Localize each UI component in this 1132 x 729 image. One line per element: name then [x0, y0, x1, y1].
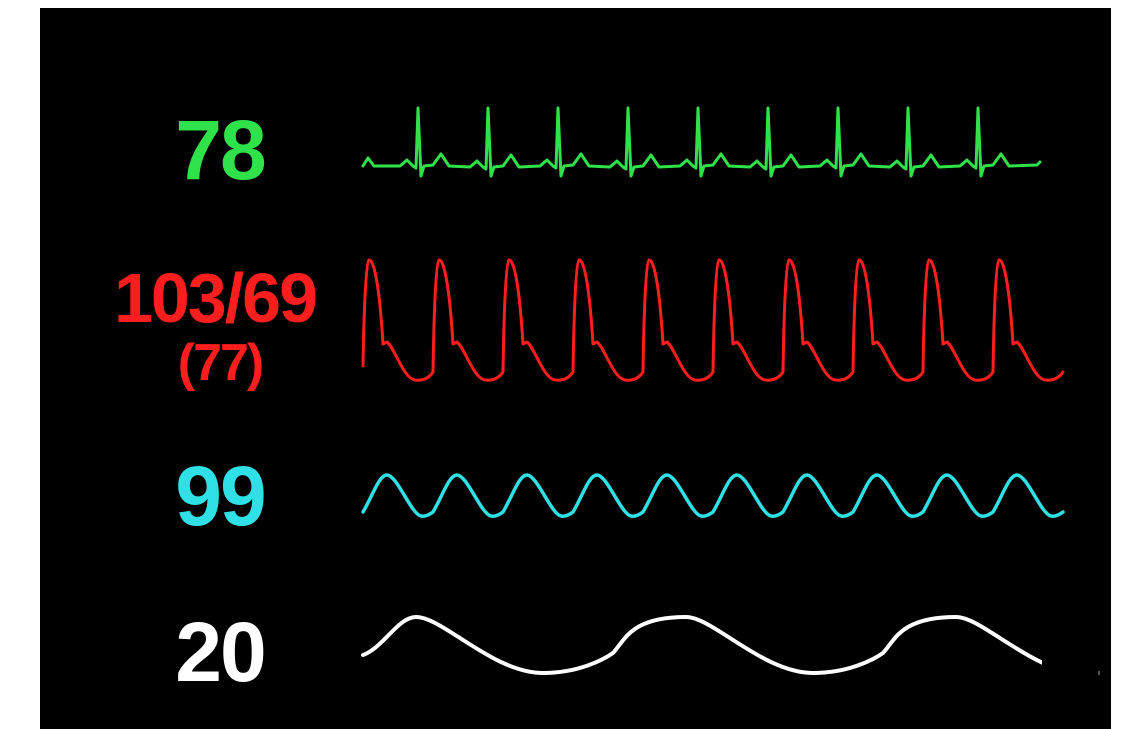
blood-pressure-value: 103/69 [113, 259, 318, 337]
arterial-pressure-waveform-icon [361, 258, 1065, 382]
blood-pressure-mean: (77) [177, 334, 264, 392]
waveform-panel [361, 106, 1065, 675]
respiration-waveform-icon [361, 615, 1042, 675]
heart-rate-value: 78 [175, 103, 266, 197]
spo2-value: 99 [175, 449, 266, 543]
corner-artifact [1098, 671, 1100, 675]
patient-monitor-display: 78 103/69 (77) 99 20 [40, 8, 1111, 729]
pleth-waveform-icon [361, 473, 1065, 518]
respiration-value: 20 [175, 605, 266, 699]
ecg-waveform-icon [361, 106, 1042, 178]
